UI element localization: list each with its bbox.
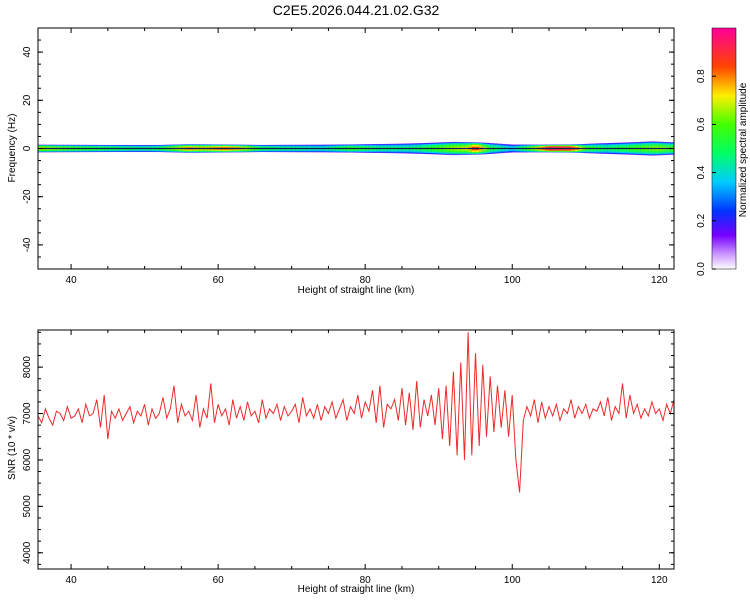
spectrogram-x-axis-label: Height of straight line (km) [298, 285, 415, 296]
spectrogram-y-axis: 40 20 0 -20 -40 [22, 27, 674, 270]
spectrogram-y-tick-label: 20 [22, 94, 33, 106]
snr-y-tick-label: 7000 [22, 402, 33, 425]
snr-y-axis: 8000 7000 6000 5000 4000 [22, 331, 674, 565]
spectrogram-x-tick-label: 60 [213, 275, 225, 286]
spectrogram-y-axis-label: Frequency (Hz) [7, 114, 18, 183]
spectrogram-panel: 40 60 80 100 120 40 20 0 -20 -40 Height of strai… [7, 27, 675, 296]
snr-x-axis: 40 60 80 100 120 [66, 330, 668, 586]
spectrogram-x-tick-label: 120 [651, 275, 668, 286]
snr-x-tick-label: 60 [213, 575, 225, 586]
spectrogram-x-tick-label: 100 [504, 275, 521, 286]
snr-series-line [37, 332, 675, 567]
colorbar-ticks: 0.0 0.2 0.4 0.6 0.8 [696, 69, 716, 276]
colorbar-tick-label: 0.2 [696, 213, 707, 227]
colorbar: 0.0 0.2 0.4 0.6 0.8 Normalized spectral ampl… [696, 27, 749, 276]
snr-y-tick-label: 4000 [22, 541, 33, 564]
spectrogram-x-tick-label: 40 [66, 275, 78, 286]
colorbar-gradient [712, 28, 736, 269]
spectrogram-y-tick-label: -20 [22, 189, 33, 204]
spectrogram-x-axis: 40 60 80 100 120 [66, 28, 668, 286]
spectrogram-y-tick-label: -40 [22, 237, 33, 252]
snr-x-tick-label: 40 [66, 575, 78, 586]
snr-y-axis-label: SNR (10 * v/v) [7, 416, 18, 480]
colorbar-tick-label: 0.0 [696, 262, 707, 276]
snr-plot-frame [37, 329, 675, 570]
snr-x-tick-label: 120 [651, 575, 668, 586]
snr-x-axis-label: Height of straight line (km) [298, 584, 415, 595]
figure-title: C2E5.2026.044.21.02.G32 [273, 2, 440, 18]
colorbar-frame [711, 27, 737, 270]
snr-y-tick-label: 8000 [22, 356, 33, 379]
spectrogram-heatmap [38, 141, 675, 156]
snr-x-tick-label: 80 [360, 575, 372, 586]
spectrogram-y-tick-label: 40 [22, 46, 33, 58]
colorbar-tick-label: 0.6 [696, 117, 707, 131]
snr-y-tick-label: 5000 [22, 495, 33, 518]
colorbar-label: Normalized spectral amplitude [738, 82, 749, 217]
colorbar-tick-label: 0.4 [696, 165, 707, 179]
snr-panel: 40 60 80 100 120 8000 7000 6000 5000 4000 Height… [7, 329, 675, 595]
colorbar-tick-label: 0.8 [696, 69, 707, 83]
snr-x-tick-label: 100 [504, 575, 521, 586]
snr-y-tick-label: 6000 [22, 448, 33, 471]
spectrogram-x-tick-label: 80 [360, 275, 372, 286]
spectrogram-y-tick-label: 0 [22, 145, 33, 151]
